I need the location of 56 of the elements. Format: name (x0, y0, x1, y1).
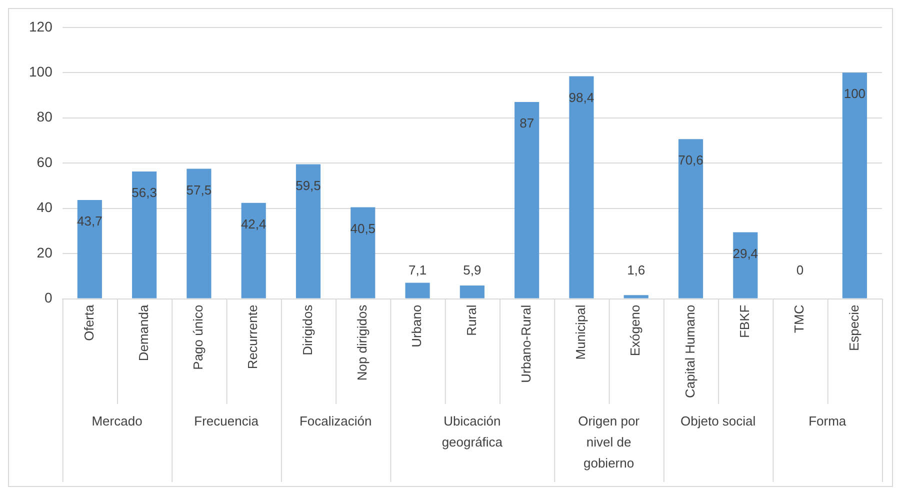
x-tick-label: Rural (464, 304, 479, 336)
x-tick-label: Oferta (81, 304, 96, 341)
bar (132, 171, 157, 298)
y-tick-label: 120 (29, 18, 53, 34)
data-label: 57,5 (186, 182, 212, 198)
x-tick-label: Urbano (409, 304, 424, 348)
bar (460, 285, 484, 298)
x-tick-label: Municipal (573, 304, 588, 360)
y-tick-label: 20 (36, 244, 53, 260)
data-label: 100 (844, 86, 866, 102)
x-tick-label: TMC (792, 304, 807, 333)
bar (186, 168, 212, 298)
x-tick-label: Nop dirigidos (354, 304, 370, 381)
bar (405, 282, 430, 298)
x-tick-label: Capital Humano (682, 304, 698, 398)
data-label: 40,5 (350, 220, 376, 236)
bar (241, 202, 266, 298)
data-label: 70,6 (678, 152, 704, 168)
data-label: 29,4 (732, 246, 758, 261)
x-tick-label: Recurrente (245, 304, 260, 370)
data-label: 1,6 (627, 262, 646, 278)
text: Objeto social (680, 414, 756, 429)
x-tick-label: FBKF (736, 304, 752, 338)
text: Focalización (299, 414, 372, 429)
y-tick-label: 40 (36, 199, 53, 216)
data-label: 98,4 (568, 90, 594, 105)
data-label: 5,9 (463, 262, 482, 278)
data-label: 59,5 (296, 178, 321, 193)
data-label: 87 (520, 116, 534, 131)
y-tick-label: 80 (36, 108, 53, 125)
bar (569, 76, 594, 298)
x-tick-label: Pago único (190, 304, 206, 370)
data-label: 56,3 (132, 185, 157, 200)
y-tick-label: 0 (44, 290, 53, 306)
y-tick-label: 100 (29, 63, 53, 80)
bar (842, 72, 867, 298)
bar (678, 139, 704, 298)
x-tick-label: Dirigidos (300, 304, 315, 356)
text: Frecuencia (194, 414, 260, 429)
x-tick-label: Demanda (136, 304, 151, 362)
text: Ubicación geográfica (442, 414, 504, 450)
data-label: 0 (796, 262, 804, 278)
x-tick-label: Exógeno (628, 304, 643, 356)
bar (350, 207, 376, 298)
bar (624, 295, 648, 298)
bar (77, 200, 102, 298)
y-tick-label: 60 (36, 154, 53, 170)
x-tick-label: Urbano-Rural (518, 304, 534, 383)
text: Mercado (92, 414, 142, 429)
bar (296, 164, 321, 298)
bar (514, 102, 540, 298)
text: Forma (808, 414, 847, 429)
bar (733, 232, 758, 298)
x-tick-label: Especie (846, 304, 862, 352)
text: Origen por nivel de gobierno (578, 414, 640, 471)
data-label: 7,1 (408, 262, 427, 278)
